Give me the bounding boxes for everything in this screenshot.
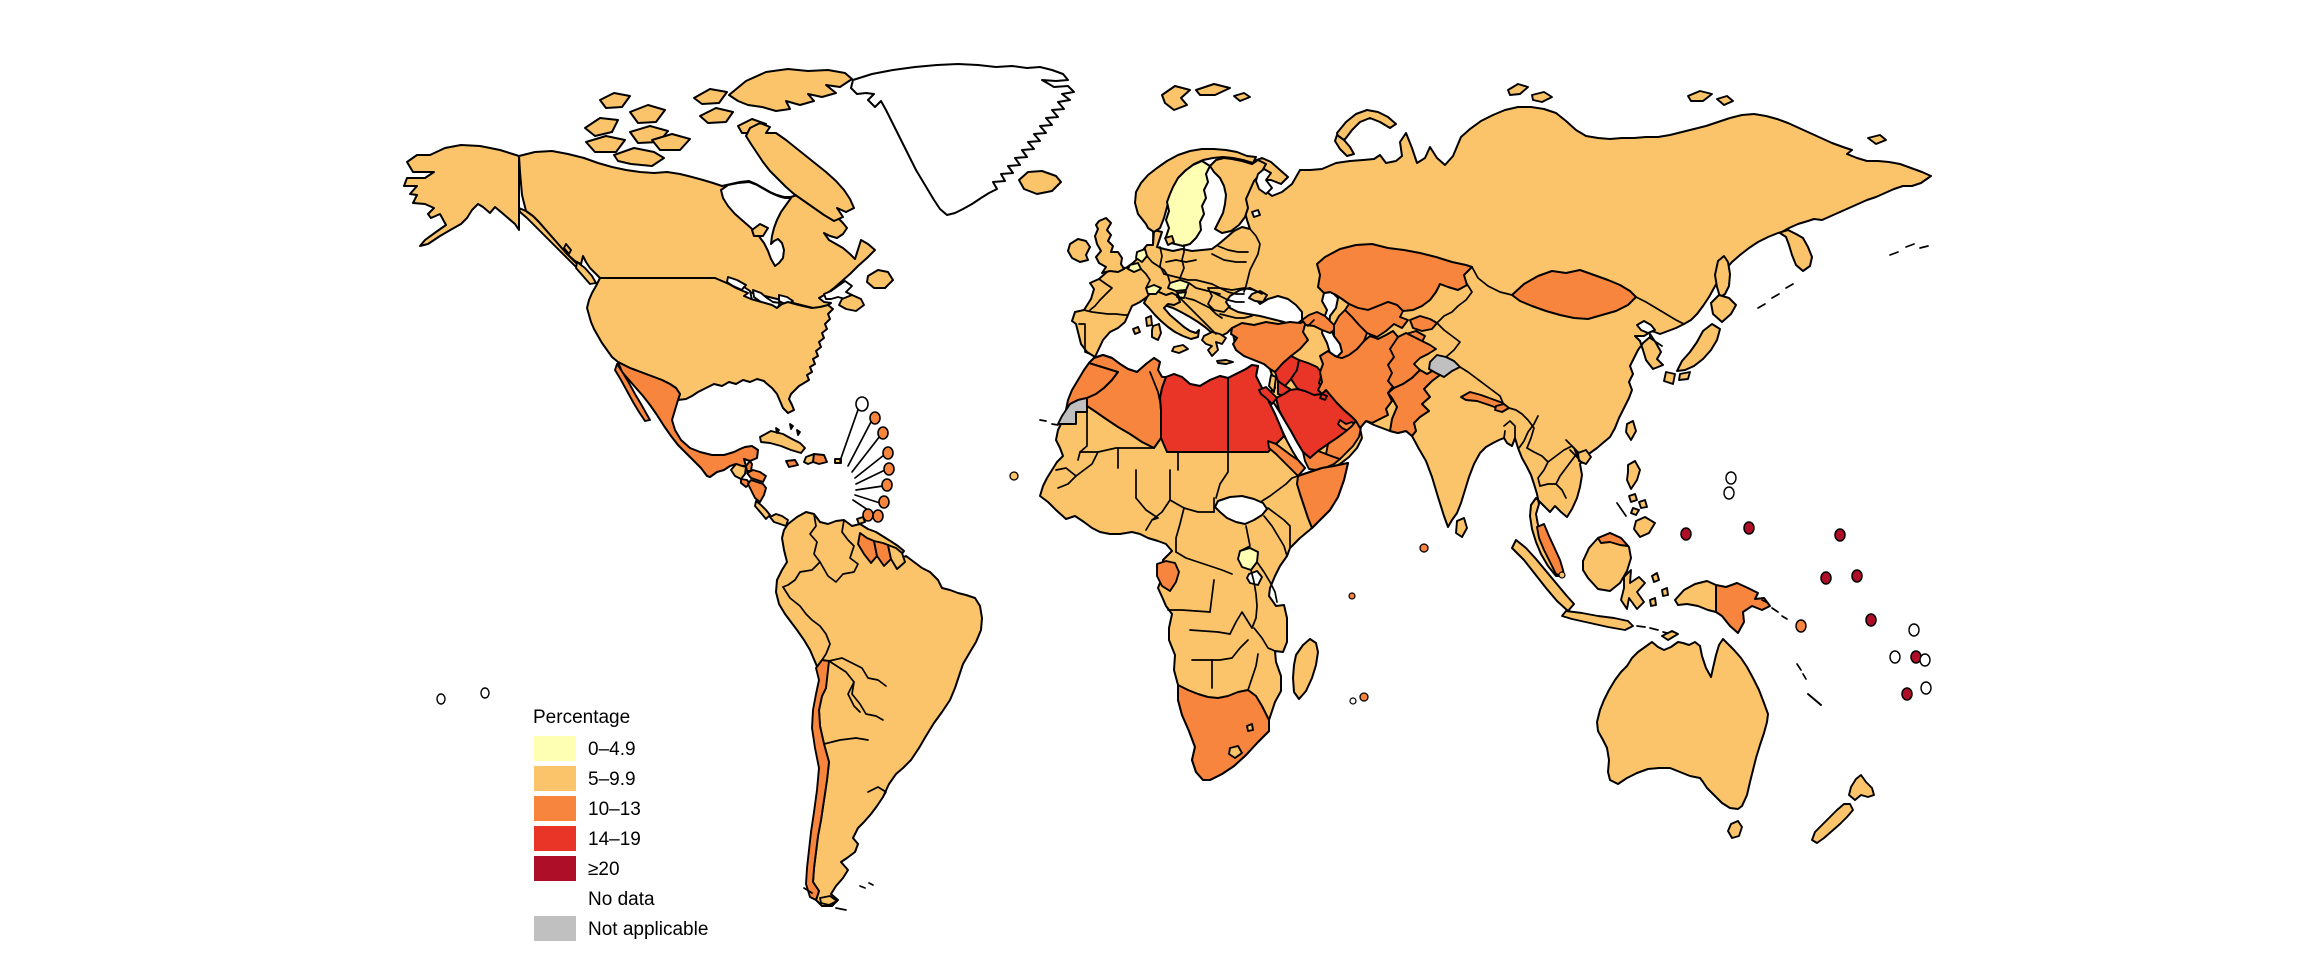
- svg-text:No data: No data: [588, 889, 655, 910]
- svg-text:10–13: 10–13: [588, 799, 641, 820]
- svg-text:0–4.9: 0–4.9: [588, 739, 636, 760]
- svg-text:5–9.9: 5–9.9: [588, 769, 636, 790]
- svg-text:Not applicable: Not applicable: [588, 919, 708, 940]
- svg-text:Percentage: Percentage: [533, 707, 630, 728]
- svg-text:≥20: ≥20: [588, 859, 620, 880]
- svg-text:14–19: 14–19: [588, 829, 641, 850]
